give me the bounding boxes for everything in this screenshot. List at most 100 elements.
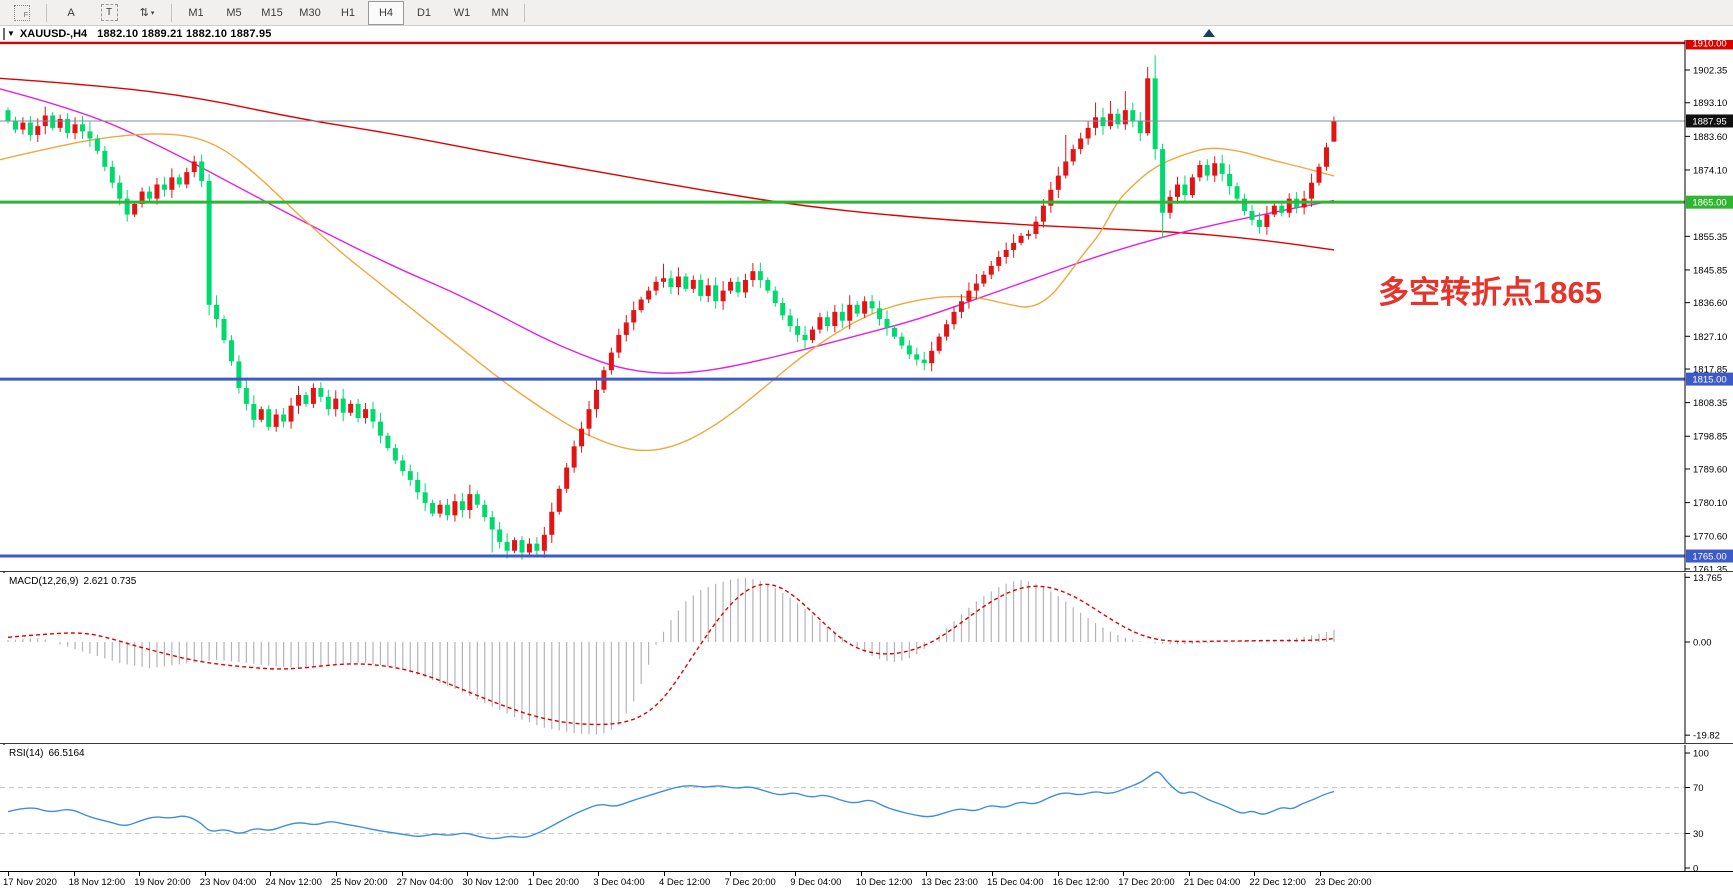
toolbar-separator — [46, 3, 47, 22]
timeframe-button-m5[interactable]: M5 — [226, 6, 242, 19]
time-tick-label: 22 Dec 12:00 — [1249, 877, 1306, 888]
rsi-canvas[interactable]: 100 70 30 0 — [0, 745, 1733, 871]
timeframe-button-h4[interactable]: H4 — [368, 0, 404, 25]
macd-label: MACD(12,26,9) 2.621 0.735 — [9, 576, 137, 587]
time-tick-label: 18 Nov 12:00 — [68, 877, 126, 888]
macd-values: 2.621 0.735 — [83, 576, 137, 587]
price-badge-text: 1910.00 — [1692, 40, 1726, 49]
chart-shift-marker[interactable] — [1203, 29, 1215, 37]
panel-divider[interactable] — [0, 571, 1733, 572]
time-tick-label: 3 Dec 04:00 — [593, 877, 645, 888]
price-badge — [1686, 372, 1733, 386]
price-tick-label: 1827.10 — [1693, 332, 1727, 343]
timeframe-button-m1[interactable]: M1 — [188, 6, 204, 19]
time-tick — [1320, 872, 1321, 876]
symbol-dropdown-icon[interactable]: ▼ — [7, 29, 15, 38]
time-tick-label: 17 Nov 2020 — [3, 877, 57, 888]
time-tick-label: 4 Dec 12:00 — [659, 877, 711, 888]
timeframe-group: M1 M5 M15 M30 H1 H4 D1 W1 MN — [177, 0, 519, 25]
time-tick — [598, 872, 600, 876]
macd-tick-label: -19.82 — [1693, 731, 1720, 742]
rsi-tick-label: 0 — [1693, 864, 1698, 872]
time-tick — [204, 872, 206, 876]
price-tick-label: 1874.10 — [1693, 165, 1727, 176]
price-badge-text: 1865.00 — [1692, 198, 1726, 209]
time-tick-label: 16 Dec 12:00 — [1052, 877, 1110, 888]
toolbar-separator — [171, 3, 172, 22]
price-tick-label: 1798.85 — [1693, 432, 1727, 443]
time-tick-label: 23 Nov 04:00 — [199, 877, 257, 888]
time-tick-label: 13 Dec 23:00 — [921, 877, 978, 888]
timeframe-button-m15[interactable]: M15 — [261, 6, 283, 19]
time-tick-label: 17 Dec 20:00 — [1118, 877, 1175, 888]
time-tick — [336, 872, 337, 876]
time-tick-label: 15 Dec 04:00 — [987, 877, 1044, 888]
timeframe-button-mn[interactable]: MN — [491, 6, 509, 19]
ma-magenta — [0, 88, 1335, 374]
rsi-value: 66.5164 — [48, 748, 85, 759]
main-chart-canvas[interactable]: 1911.851902.351893.101883.601874.101855.… — [0, 40, 1733, 572]
time-tick-label: 10 Dec 12:00 — [855, 877, 913, 888]
macd-histogram — [7, 577, 1335, 735]
price-tick-label: 1902.35 — [1693, 66, 1727, 77]
price-tick-label: 1780.10 — [1693, 498, 1727, 509]
toolbar: F A T ⇅ ▾ M1 M5 M15 M30 H1 H4 D1 W1 MN — [0, 0, 1733, 26]
chart-titlebar: ▼ XAUUSD-,H4 1882.10 1889.21 1882.10 188… — [0, 27, 1733, 40]
toolbar-separator — [524, 3, 525, 22]
arrows-button[interactable]: ⇅ ▾ — [129, 1, 165, 25]
price-badge — [1686, 114, 1733, 128]
time-tick — [1254, 872, 1256, 876]
chevron-down-icon: ▾ — [150, 9, 155, 17]
time-tick-label: 30 Nov 12:00 — [462, 877, 519, 888]
time-tick — [401, 872, 403, 876]
ma-red — [0, 77, 1335, 251]
time-tick — [139, 872, 141, 876]
price-badge-text: 1765.00 — [1692, 552, 1726, 563]
rsi-label: RSI(14) 66.5164 — [9, 748, 85, 759]
main-chart-panel: 1911.851902.351893.101883.601874.101855.… — [0, 40, 1733, 572]
time-tick-label: 7 Dec 20:00 — [724, 877, 776, 888]
macd-canvas[interactable]: 13.765 0.00 -19.82 — [0, 573, 1733, 743]
time-tick — [795, 872, 797, 876]
time-tick — [8, 872, 9, 876]
time-tick — [729, 872, 731, 876]
timeframe-button-m30[interactable]: M30 — [299, 6, 321, 19]
price-tick-label: 1789.60 — [1693, 464, 1727, 475]
timeframe-button-d1[interactable]: D1 — [416, 6, 432, 19]
time-tick-label: 23 Dec 20:00 — [1315, 877, 1372, 888]
macd-panel: MACD(12,26,9) 2.621 0.735 13.765 0.00 -19.8… — [0, 573, 1733, 743]
chart-symbol-label: XAUUSD-,H4 — [19, 27, 88, 40]
time-axis[interactable]: 17 Nov 2020 18 Nov 12:00 19 Nov 20:00 23 No… — [0, 871, 1733, 892]
ma-orange — [0, 133, 1335, 452]
rsi-tick-label: 70 — [1693, 783, 1704, 794]
rsi-tick-label: 30 — [1693, 829, 1704, 840]
price-badge — [1686, 195, 1733, 209]
price-tick-label: 1770.60 — [1693, 532, 1727, 543]
candles — [5, 55, 1337, 560]
timeframe-button-h1[interactable]: H1 — [340, 6, 356, 19]
text-label-button[interactable]: A — [67, 6, 75, 19]
time-tick — [992, 872, 993, 876]
price-tick-label: 1761.35 — [1693, 564, 1727, 572]
time-tick — [467, 872, 469, 876]
text-box-button[interactable]: T — [91, 1, 127, 25]
rsi-line — [7, 771, 1335, 840]
time-tick-label: 19 Nov 20:00 — [134, 877, 191, 888]
price-tick-label: 1855.35 — [1693, 232, 1727, 243]
price-badge — [1686, 549, 1733, 563]
timeframe-button-w1[interactable]: W1 — [453, 6, 471, 19]
price-badge-text: 1815.00 — [1692, 375, 1726, 386]
time-tick — [532, 872, 534, 876]
time-tick-label: 25 Nov 20:00 — [331, 877, 388, 888]
time-tick — [1123, 872, 1125, 876]
time-tick-label: 9 Dec 04:00 — [790, 877, 842, 888]
panel-divider[interactable] — [0, 743, 1733, 744]
macd-signal-line — [7, 583, 1335, 726]
rsi-tick-label: 100 — [1693, 749, 1709, 760]
price-tick-label: 1845.85 — [1693, 265, 1727, 276]
chart-ohlc-values: 1882.10 1889.21 1882.10 1887.95 — [97, 27, 272, 40]
toolbar-grip-icon[interactable]: F — [4, 1, 40, 25]
price-tick-label: 1893.10 — [1693, 98, 1727, 109]
price-tick-label: 1817.85 — [1693, 365, 1727, 376]
